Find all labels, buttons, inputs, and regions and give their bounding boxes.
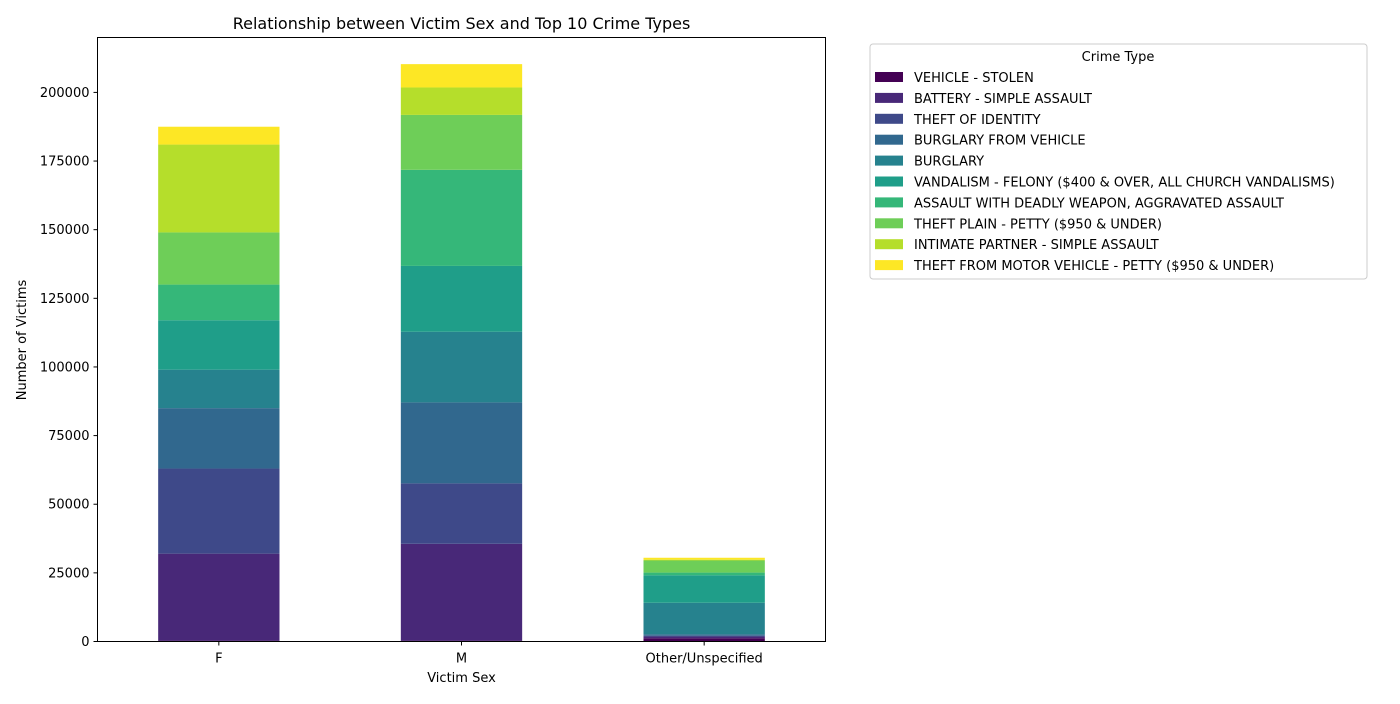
bar-segment bbox=[158, 284, 280, 321]
legend-label: VEHICLE - STOLEN bbox=[914, 71, 1034, 86]
legend-label: THEFT OF IDENTITY bbox=[913, 113, 1041, 128]
bar-segment bbox=[643, 572, 765, 576]
bar-segment bbox=[400, 543, 523, 641]
legend-box bbox=[869, 43, 1368, 280]
bar-segment bbox=[400, 265, 523, 332]
bar-segment bbox=[643, 636, 765, 639]
legend: Crime Type VEHICLE - STOLEN BATTERY - SIM… bbox=[869, 43, 1368, 280]
bar-segment bbox=[158, 553, 280, 641]
bar-segment bbox=[400, 402, 523, 484]
legend-label: BURGLARY bbox=[914, 155, 984, 170]
legend-swatch bbox=[875, 113, 903, 124]
bar-segment bbox=[643, 635, 765, 637]
x-tick-label: Other/Unspecified bbox=[646, 652, 763, 667]
legend-swatch bbox=[875, 239, 903, 250]
bar-segment bbox=[400, 483, 523, 544]
legend-swatch bbox=[875, 260, 903, 271]
y-tick-label: 150000 bbox=[40, 223, 90, 238]
bar-segment bbox=[158, 468, 280, 554]
bars-group bbox=[158, 64, 765, 642]
legend-swatch bbox=[875, 134, 903, 145]
legend-swatch bbox=[875, 155, 903, 166]
bar-segment bbox=[158, 320, 280, 370]
legend-label: ASSAULT WITH DEADLY WEAPON, AGGRAVATED A… bbox=[914, 196, 1284, 211]
legend-swatch bbox=[875, 92, 903, 103]
bar-segment bbox=[400, 64, 523, 88]
y-axis-ticks: 0 25000 50000 75000 100000 125000 150000 175000… bbox=[40, 86, 98, 650]
y-tick-label: 125000 bbox=[40, 292, 90, 307]
bar-segment bbox=[400, 114, 523, 170]
legend-label: BATTERY - SIMPLE ASSAULT bbox=[914, 92, 1092, 107]
x-tick-label: F bbox=[215, 652, 222, 667]
bar-segment bbox=[158, 126, 280, 145]
y-tick-label: 175000 bbox=[40, 155, 90, 170]
y-tick-label: 50000 bbox=[48, 498, 89, 513]
legend-label: INTIMATE PARTNER - SIMPLE ASSAULT bbox=[914, 238, 1159, 253]
legend-items: VEHICLE - STOLEN BATTERY - SIMPLE ASSAULT… bbox=[875, 71, 1335, 274]
bar-segment bbox=[643, 634, 765, 636]
y-tick-label: 75000 bbox=[48, 429, 89, 444]
bar-segment bbox=[643, 638, 765, 642]
legend-swatch bbox=[875, 72, 903, 82]
legend-title: Crime Type bbox=[1082, 50, 1155, 65]
chart-title: Relationship between Victim Sex and Top … bbox=[233, 14, 691, 33]
legend-label: THEFT FROM MOTOR VEHICLE - PETTY ($950 &… bbox=[913, 259, 1274, 274]
legend-label: VANDALISM - FELONY ($400 & OVER, ALL CHU… bbox=[914, 176, 1335, 191]
legend-swatch bbox=[875, 218, 903, 229]
bar-segment bbox=[643, 575, 765, 603]
legend-label: THEFT PLAIN - PETTY ($950 & UNDER) bbox=[913, 217, 1162, 232]
y-tick-label: 100000 bbox=[40, 360, 90, 375]
y-tick-label: 0 bbox=[81, 635, 89, 650]
bar-segment bbox=[400, 331, 523, 403]
bar-segment bbox=[158, 144, 280, 233]
bar-segment bbox=[643, 559, 765, 561]
bar-segment bbox=[400, 87, 523, 115]
legend-swatch bbox=[875, 197, 903, 208]
y-tick-label: 25000 bbox=[48, 566, 89, 581]
bar-segment bbox=[643, 602, 765, 635]
y-axis-label: Number of Victims bbox=[15, 280, 30, 401]
bar-segment bbox=[158, 232, 280, 285]
bar-segment bbox=[158, 408, 280, 469]
legend-label: BURGLARY FROM VEHICLE bbox=[914, 134, 1086, 149]
y-tick-label: 200000 bbox=[40, 86, 90, 101]
bar-segment bbox=[158, 369, 280, 409]
bar-segment bbox=[643, 557, 765, 560]
bar-segment bbox=[643, 560, 765, 573]
x-tick-label: M bbox=[456, 652, 467, 667]
plot-frame bbox=[97, 37, 826, 642]
x-axis-label: Victim Sex bbox=[427, 671, 496, 686]
bar-segment bbox=[400, 169, 523, 266]
x-axis-ticks: F M Other/Unspecified bbox=[215, 641, 763, 667]
legend-swatch bbox=[875, 176, 903, 187]
